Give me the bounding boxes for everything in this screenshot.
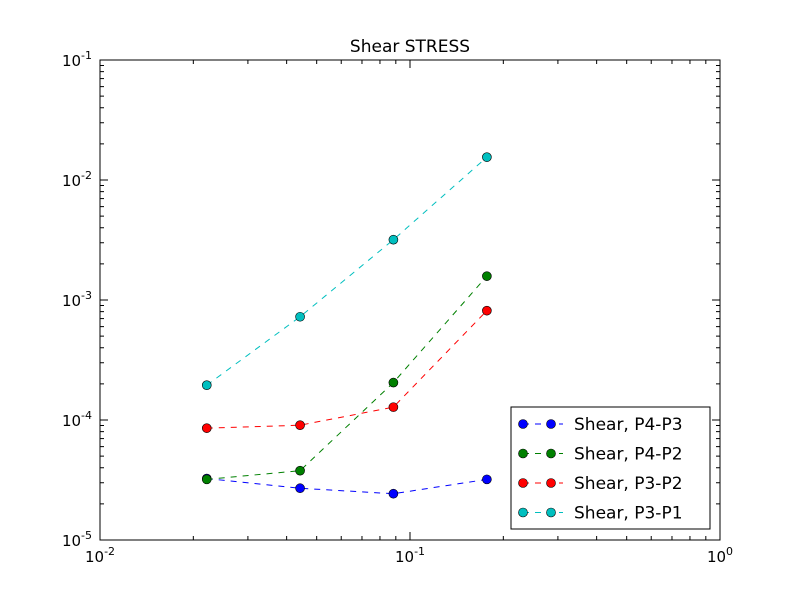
series-line-2 — [206, 275, 488, 480]
data-point — [388, 377, 399, 388]
x-tick-label: 100 — [707, 545, 733, 566]
data-point — [388, 488, 399, 499]
legend: Shear, P4-P3 Shear, P4-P2 Shear, P3-P2 Shea… — [510, 406, 711, 530]
legend-label: Shear, P3-P1 — [574, 504, 683, 524]
legend-label: Shear, P3-P2 — [574, 474, 683, 494]
axes-frame — [99, 59, 721, 541]
y-tick-label: 10-5 — [62, 529, 92, 550]
y-tick-label: 10-2 — [62, 169, 92, 190]
x-tick-label: 10-1 — [395, 545, 425, 566]
data-point — [295, 465, 305, 476]
data-point — [295, 420, 305, 431]
legend-marker — [518, 448, 528, 459]
legend-box — [510, 406, 711, 530]
legend-marker — [546, 448, 556, 459]
x-tick-label: 10-2 — [85, 545, 115, 566]
legend-label: Shear, P4-P3 — [574, 415, 683, 435]
plot-area: 10-2 10-1 100 10-5 10-4 10-3 10-2 10-1 — [62, 49, 733, 566]
data-point — [201, 380, 212, 390]
y-tick-label: 10-1 — [62, 49, 92, 70]
data-point — [482, 271, 492, 281]
legend-marker — [546, 478, 556, 488]
data-point — [482, 152, 492, 162]
data-point — [295, 311, 305, 322]
legend-marker — [546, 507, 556, 518]
legend-marker — [518, 478, 528, 488]
series-line-3 — [206, 310, 488, 429]
y-tick-label: 10-3 — [62, 289, 92, 310]
data-point — [201, 474, 212, 485]
data-point — [388, 402, 399, 412]
data-point — [388, 234, 399, 245]
legend-marker — [518, 507, 528, 518]
data-point — [482, 305, 492, 316]
legend-label: Shear, P4-P2 — [574, 445, 683, 465]
legend-marker — [518, 419, 528, 429]
data-point — [295, 483, 305, 494]
chart-title: Shear STRESS — [350, 37, 470, 57]
data-point — [201, 423, 212, 433]
data-point — [482, 474, 492, 485]
legend-marker — [546, 419, 556, 429]
y-tick-label: 10-4 — [62, 409, 92, 430]
